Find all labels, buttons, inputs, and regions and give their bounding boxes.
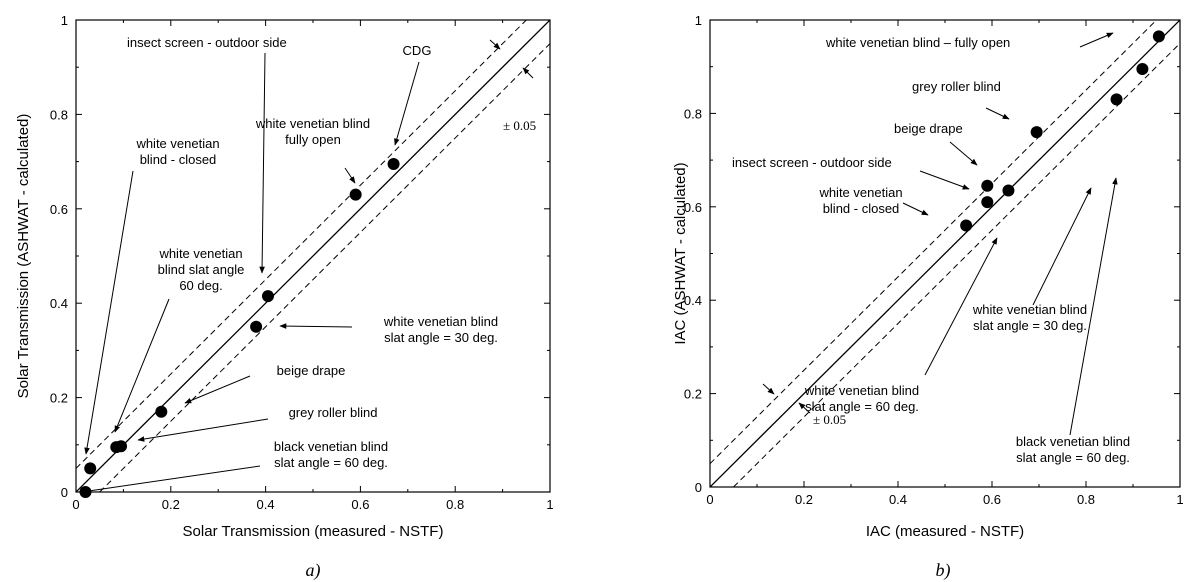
data-point (387, 157, 400, 170)
data-point (1136, 63, 1149, 76)
annotation-label: beige drape (277, 363, 346, 378)
tolerance-line-lower (733, 42, 1180, 487)
x-tick-label: 0.8 (446, 497, 464, 512)
tolerance-line-upper (76, 20, 527, 469)
y-tick-label: 0 (695, 480, 702, 495)
x-tick-label: 0.2 (162, 497, 180, 512)
annotation-label: white venetian blind - closed (818, 185, 902, 216)
chart-a: 0 0.2 0.4 0.6 0.8 1 0 0.2 0.4 0.6 0.8 1 Solar Transm… (15, 13, 554, 581)
y-tick-label: 0.2 (50, 391, 68, 406)
annotation-label: white venetian blind fully open (255, 116, 370, 147)
y-tick-label: 0 (61, 485, 68, 500)
annotation-label: white venetian blind slat angle = 30 deg. (972, 302, 1087, 333)
y-tick-label: 0.8 (684, 106, 702, 121)
tolerance-arrow (762, 383, 775, 395)
subplot-label: b) (936, 560, 951, 581)
annotation-arrow (344, 167, 356, 184)
data-point (1030, 126, 1043, 139)
annotation-label: insect screen - outdoor side (732, 155, 892, 170)
y-tick-label: 0.6 (684, 200, 702, 215)
subplot-label: a) (306, 560, 321, 581)
annotation-arrow (985, 107, 1010, 120)
annotation-label: white venetian blind slat angle = 60 deg. (804, 383, 919, 414)
annotation-label: white venetian blind slat angle = 30 deg. (383, 314, 498, 345)
annotation-label: black venetian blind slat angle = 60 deg. (274, 439, 388, 470)
tolerance-line-lower (99, 43, 550, 492)
annotation-arrow (394, 61, 420, 146)
annotation-arrow (1032, 187, 1092, 306)
x-axis-label: Solar Transmission (measured - NSTF) (183, 523, 444, 540)
data-point (155, 405, 168, 418)
x-tick-label: 0.4 (257, 497, 275, 512)
data-point (981, 196, 994, 209)
x-tick-label: 0.2 (795, 492, 813, 507)
annotation-label: white venetian blind – fully open (825, 35, 1010, 50)
data-point (84, 462, 97, 475)
y-axis-label: Solar Transmission (ASHWAT - calculated) (15, 114, 32, 399)
data-point (1002, 184, 1015, 197)
tolerance-arrow (798, 402, 811, 414)
tolerance-label: ± 0.05 (503, 118, 536, 133)
annotation-arrow (84, 170, 134, 455)
y-tick-label: 0.6 (50, 202, 68, 217)
x-tick-label: 0.4 (889, 492, 907, 507)
data-point (250, 320, 263, 333)
data-point (115, 440, 128, 453)
annotation-label: insect screen - outdoor side (127, 35, 287, 50)
tolerance-arrow (522, 67, 534, 79)
data-point (1152, 30, 1165, 43)
x-tick-label: 1 (546, 497, 553, 512)
y-tick-label: 0.4 (684, 293, 702, 308)
annotation-arrow (1069, 177, 1118, 436)
y-tick-label: 0.8 (50, 107, 68, 122)
tolerance-label: ± 0.05 (813, 412, 846, 427)
y-tick-label: 1 (61, 13, 68, 28)
data-point (79, 486, 92, 498)
data-point (349, 188, 362, 201)
x-tick-label: 1 (1176, 492, 1183, 507)
annotation-label: CDG (403, 43, 432, 58)
annotation-label: grey roller blind (289, 405, 378, 420)
annotation-arrow (949, 141, 978, 166)
data-point (1110, 93, 1123, 106)
data-point (960, 219, 973, 232)
data-point (981, 179, 994, 192)
y-tick-label: 0.2 (684, 387, 702, 402)
annotation-arrow (114, 298, 170, 433)
annotation-label: white venetian blind slat angle 60 deg. (158, 246, 245, 293)
x-tick-label: 0.6 (351, 497, 369, 512)
annotation-arrow (279, 323, 353, 329)
annotation-label: beige drape (894, 121, 963, 136)
annotation-arrow (81, 465, 261, 494)
x-tick-label: 0.8 (1077, 492, 1095, 507)
x-tick-label: 0 (72, 497, 79, 512)
annotation-arrow (919, 170, 970, 190)
chart-b: 0 0.2 0.4 0.6 0.8 1 0 0.2 0.4 0.6 0.8 1 IAC (measure… (672, 13, 1184, 581)
tolerance-arrow (489, 39, 501, 50)
annotation-arrow (184, 375, 251, 404)
y-tick-label: 0.4 (50, 296, 68, 311)
one-to-one-line (710, 20, 1180, 487)
x-tick-label: 0 (706, 492, 713, 507)
annotation-arrow (1079, 32, 1114, 48)
x-axis-label: IAC (measured - NSTF) (866, 523, 1024, 540)
y-axis-label: IAC (ASHWAT - calculated) (672, 162, 689, 344)
annotation-label: white venetian blind - closed (135, 136, 219, 167)
annotation-arrow (902, 202, 929, 216)
annotation-arrow (137, 418, 269, 442)
annotation-label: grey roller blind (912, 79, 1001, 94)
one-to-one-line (76, 20, 550, 492)
annotation-arrow (924, 237, 998, 376)
annotation-label: black venetian blind slat angle = 60 deg. (1016, 434, 1130, 465)
x-tick-label: 0.6 (983, 492, 1001, 507)
tolerance-line-upper (710, 20, 1157, 465)
data-point (261, 290, 274, 303)
y-tick-label: 1 (695, 13, 702, 28)
annotation-arrow (259, 52, 266, 274)
